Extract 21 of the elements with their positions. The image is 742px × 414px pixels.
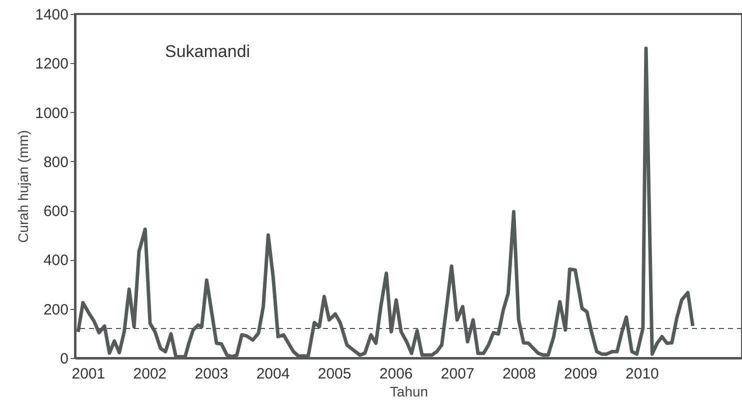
x-tick-label: 2002: [133, 366, 167, 382]
y-tick-label: 400: [43, 252, 68, 270]
x-tick-label: 2006: [379, 366, 413, 382]
x-axis-title: Tahun: [390, 384, 428, 400]
y-tick-label: 800: [43, 154, 68, 171]
y-tick-label: 600: [43, 203, 68, 220]
x-tick-label: 2005: [318, 366, 352, 382]
x-tick-label: 2003: [194, 366, 228, 382]
x-tick-label: 2004: [256, 366, 290, 382]
x-tick-label: 2009: [564, 366, 598, 382]
y-tick-label: 1400: [35, 6, 68, 24]
x-tick-label: 2010: [626, 366, 659, 382]
annotation: Sukamandi: [165, 42, 250, 61]
y-axis-title: Curah hujan (mm): [15, 130, 32, 243]
y-tick-label: 200: [43, 301, 68, 318]
x-tick-label: 2007: [440, 366, 474, 382]
y-tick-label: 0: [60, 350, 68, 368]
y-tick-label: 1000: [35, 104, 68, 122]
x-tick-label: 2001: [72, 366, 106, 382]
x-tick-label: 2008: [502, 366, 536, 382]
y-tick-label: 1200: [35, 56, 68, 73]
